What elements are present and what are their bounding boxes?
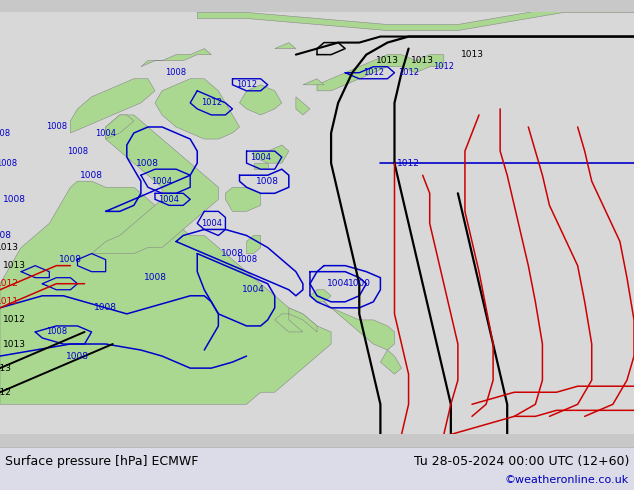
Text: 1004: 1004 xyxy=(250,152,271,162)
Polygon shape xyxy=(254,145,289,163)
Polygon shape xyxy=(0,181,331,404)
Text: Surface pressure [hPa] ECMWF: Surface pressure [hPa] ECMWF xyxy=(5,455,198,468)
Polygon shape xyxy=(317,290,394,350)
Polygon shape xyxy=(91,115,218,254)
Text: 1011: 1011 xyxy=(0,297,18,306)
Text: 1008: 1008 xyxy=(236,255,257,264)
Text: 1012: 1012 xyxy=(236,80,257,89)
Text: 1008: 1008 xyxy=(66,351,89,361)
Text: 1008: 1008 xyxy=(67,147,88,156)
Text: 1012: 1012 xyxy=(3,316,25,324)
Polygon shape xyxy=(275,308,317,332)
Polygon shape xyxy=(317,55,444,91)
Text: 1008: 1008 xyxy=(59,255,82,264)
Text: 1008: 1008 xyxy=(0,128,11,138)
Polygon shape xyxy=(247,236,261,254)
Text: 1008: 1008 xyxy=(165,68,186,77)
Polygon shape xyxy=(296,97,310,115)
Text: 1008: 1008 xyxy=(136,159,159,168)
Polygon shape xyxy=(226,187,261,211)
Text: 1000: 1000 xyxy=(348,279,371,288)
Text: 1008: 1008 xyxy=(0,159,18,168)
Text: 1004: 1004 xyxy=(152,177,172,186)
Polygon shape xyxy=(254,163,268,169)
Polygon shape xyxy=(380,350,401,374)
Text: 1012: 1012 xyxy=(0,279,18,288)
Text: 1004: 1004 xyxy=(242,285,265,294)
Text: 1008: 1008 xyxy=(80,171,103,180)
Text: 1012: 1012 xyxy=(201,98,222,107)
Text: 1008: 1008 xyxy=(46,122,67,131)
Polygon shape xyxy=(141,49,211,67)
Polygon shape xyxy=(197,6,634,30)
Polygon shape xyxy=(70,79,155,133)
Text: Tu 28-05-2024 00:00 UTC (12+60): Tu 28-05-2024 00:00 UTC (12+60) xyxy=(413,455,629,468)
Text: 1013: 1013 xyxy=(3,261,25,270)
Polygon shape xyxy=(310,290,331,302)
Text: 1008: 1008 xyxy=(256,177,279,186)
Text: 1008: 1008 xyxy=(0,231,11,240)
Text: 1008: 1008 xyxy=(46,327,67,337)
Text: ©weatheronline.co.uk: ©weatheronline.co.uk xyxy=(505,475,629,485)
Text: 1008: 1008 xyxy=(94,303,117,312)
Text: 1013: 1013 xyxy=(376,56,399,65)
Text: 1013: 1013 xyxy=(460,50,484,59)
Text: 1008: 1008 xyxy=(3,195,25,204)
Text: 1008: 1008 xyxy=(221,249,244,258)
Polygon shape xyxy=(303,79,324,85)
Text: 1013: 1013 xyxy=(3,340,25,348)
Text: 1004: 1004 xyxy=(201,219,222,228)
Text: 1012: 1012 xyxy=(398,68,419,77)
Text: 1012: 1012 xyxy=(0,388,11,397)
Text: 1013: 1013 xyxy=(0,364,11,372)
Polygon shape xyxy=(240,85,281,115)
Polygon shape xyxy=(275,43,296,49)
Polygon shape xyxy=(155,79,240,139)
Text: 1008: 1008 xyxy=(143,273,167,282)
Text: 1004: 1004 xyxy=(158,195,179,204)
Text: 1013: 1013 xyxy=(411,56,434,65)
Text: 1013: 1013 xyxy=(0,243,18,252)
Text: 1012: 1012 xyxy=(397,159,420,168)
Text: 1004: 1004 xyxy=(95,128,116,138)
Polygon shape xyxy=(106,115,134,139)
Text: 1012: 1012 xyxy=(363,68,384,77)
Text: 1012: 1012 xyxy=(433,62,455,71)
Text: 1004: 1004 xyxy=(327,279,349,288)
